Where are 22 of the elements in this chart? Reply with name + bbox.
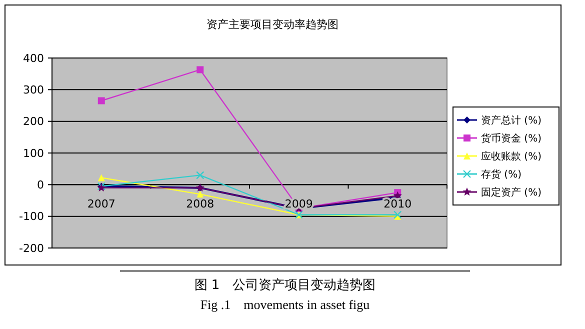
legend-label: 固定资产 (%) (481, 186, 542, 198)
point (98, 97, 105, 104)
caption: 图 1 公司资产项目变动趋势图 (194, 278, 376, 293)
chart-title: 资产主要项目变动率趋势图 (206, 18, 338, 31)
point (196, 171, 204, 180)
legend-label: 资产总计 (%) (481, 114, 542, 126)
y-tick-label: -100 (19, 210, 44, 224)
y-tick-label: 200 (23, 115, 44, 128)
point (98, 174, 105, 182)
y-tick-label: -200 (19, 242, 44, 255)
legend-label: 存货 (%) (481, 168, 522, 180)
y-tick-label: 300 (23, 84, 44, 97)
x-tick-label: 2008 (186, 198, 214, 211)
y-tick-label: 0 (37, 178, 44, 192)
text: Fig .1 movements in asset figu (200, 297, 370, 312)
legend-label: 货币资金 (%) (481, 132, 542, 144)
y-tick-label: 100 (23, 146, 44, 160)
point (196, 66, 204, 74)
x-tick-label: 2010 (384, 198, 412, 211)
x-tick-label: 2007 (87, 198, 116, 211)
legend-label: 应收账款 (%) (481, 150, 542, 162)
y-tick-label: 400 (23, 52, 44, 65)
